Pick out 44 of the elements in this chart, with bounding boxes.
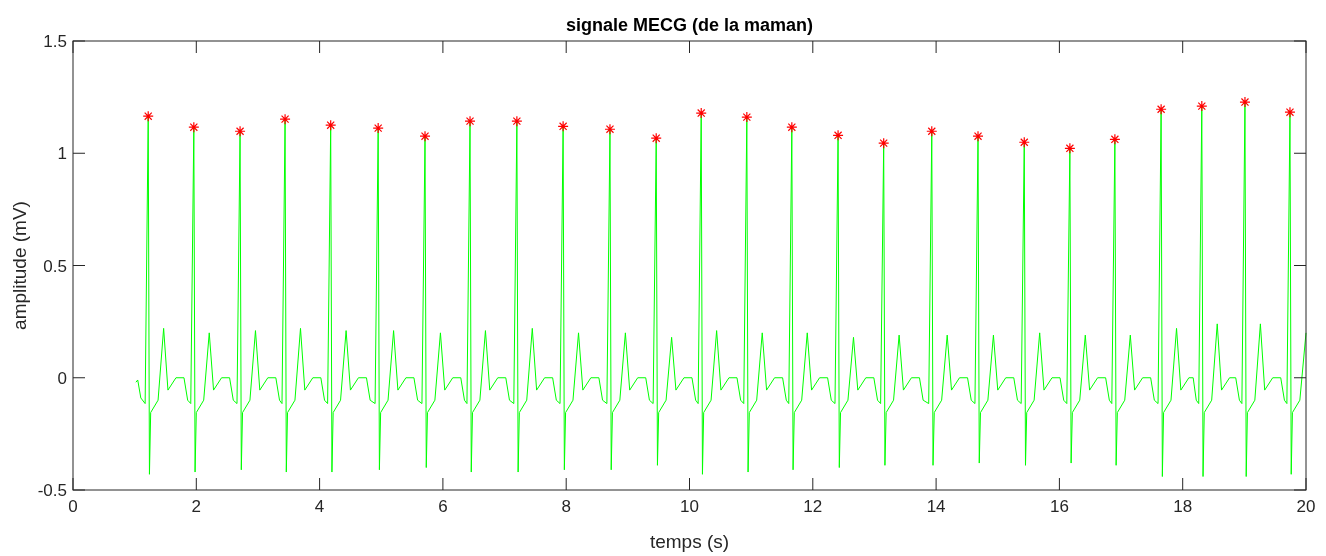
x-tick-label: 4 <box>314 497 325 516</box>
x-tick-label: 8 <box>561 497 571 516</box>
point <box>786 121 798 133</box>
y-tick-label: 0.5 <box>43 256 67 276</box>
x-axis-title: temps (s) <box>649 531 730 552</box>
x-tick-label: 6 <box>438 497 448 516</box>
point <box>741 111 753 123</box>
point <box>604 123 616 135</box>
point <box>1155 103 1167 115</box>
point <box>1064 142 1076 154</box>
point <box>419 130 431 142</box>
point <box>926 125 938 137</box>
x-tick-label: 12 <box>803 497 823 516</box>
x-tick-label: 14 <box>926 497 946 516</box>
point <box>1239 96 1251 108</box>
point <box>878 137 890 149</box>
x-tick-label: 16 <box>1049 497 1069 516</box>
point <box>1109 133 1121 145</box>
point <box>188 121 200 133</box>
y-tick-label: -0.5 <box>37 481 67 500</box>
x-tick-label: 18 <box>1173 497 1193 516</box>
point <box>464 115 476 127</box>
point <box>832 129 844 141</box>
y-axis-title: amplitude (mV) <box>9 201 30 330</box>
point <box>1018 136 1030 148</box>
point <box>142 110 154 122</box>
point <box>234 125 246 137</box>
x-tick-label: 20 <box>1296 497 1316 516</box>
y-tick-label: 0 <box>57 368 67 388</box>
chart-title: signale MECG (de la maman) <box>565 15 814 35</box>
point <box>972 130 984 142</box>
x-tick-label: 10 <box>680 497 699 516</box>
point <box>279 113 291 125</box>
point <box>557 120 569 132</box>
point <box>325 119 337 131</box>
point <box>1196 100 1208 112</box>
y-tick-label: 1 <box>57 144 67 164</box>
y-tick-label: 1.5 <box>43 32 67 51</box>
point <box>372 122 384 134</box>
x-tick-label: 2 <box>191 497 202 516</box>
point <box>511 115 523 127</box>
point <box>1284 106 1296 118</box>
point <box>650 132 662 144</box>
point <box>695 107 707 119</box>
